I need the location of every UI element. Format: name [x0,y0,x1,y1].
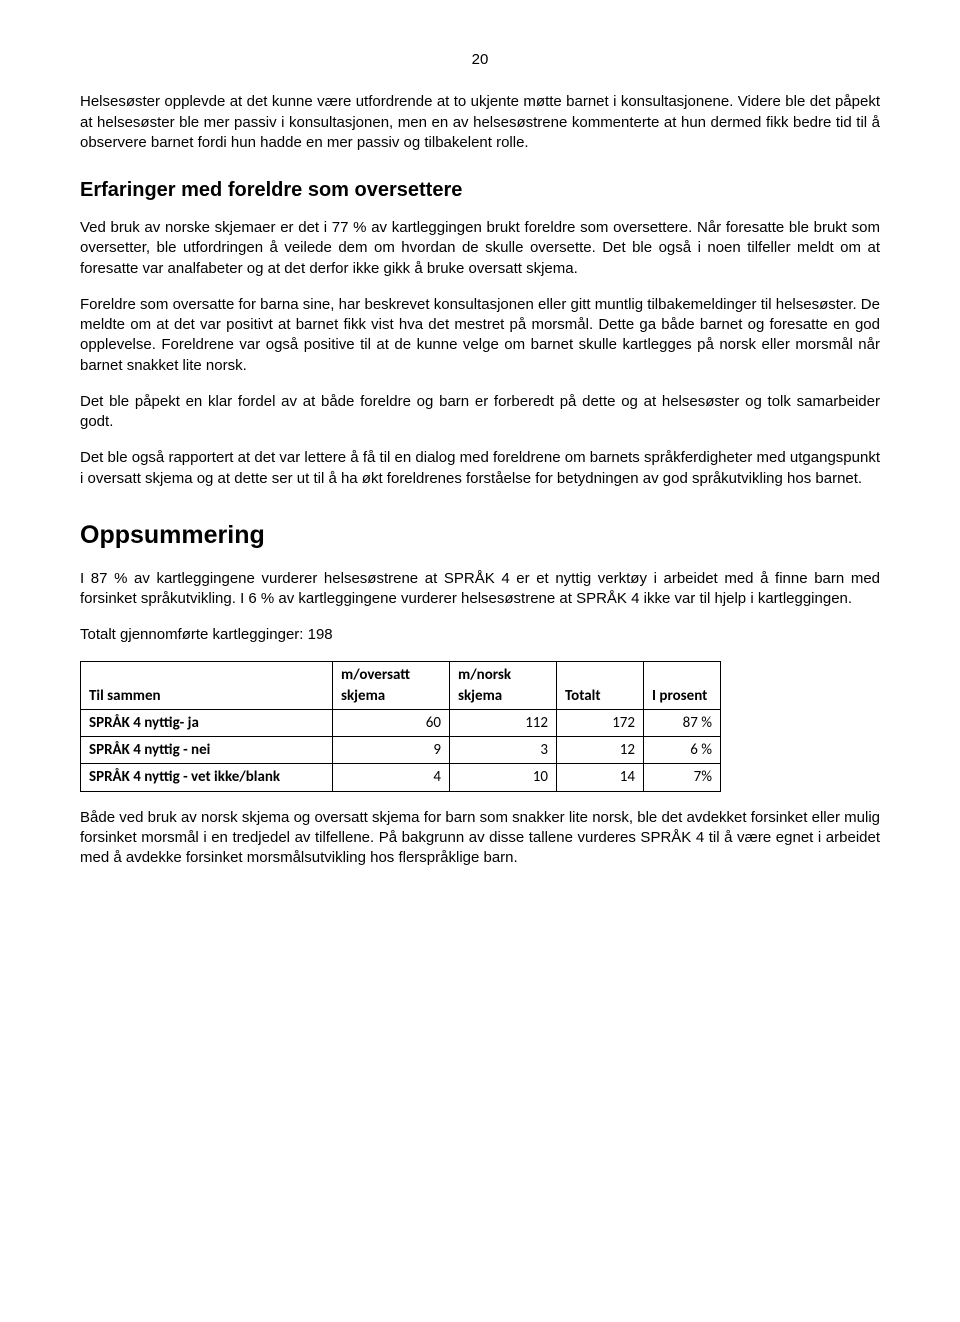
table-cell: 172 [557,709,644,736]
table-cell-label: SPRÅK 4 nyttig - vet ikke/blank [81,764,333,791]
table-cell: 60 [333,709,450,736]
paragraph-7: Totalt gjennomførte kartlegginger: 198 [80,625,880,645]
table-row: SPRÅK 4 nyttig- ja 60 112 172 87 % [81,709,721,736]
table-header-norsk: m/norsk skjema [450,662,557,710]
table-cell: 7% [644,764,721,791]
table-cell: 112 [450,709,557,736]
paragraph-6: I 87 % av kartleggingene vurderer helses… [80,569,880,610]
paragraph-4: Det ble påpekt en klar fordel av at både… [80,392,880,433]
paragraph-8: Både ved bruk av norsk skjema og oversat… [80,808,880,869]
table-cell: 10 [450,764,557,791]
table-cell: 14 [557,764,644,791]
paragraph-3: Foreldre som oversatte for barna sine, h… [80,295,880,376]
page-number: 20 [80,50,880,70]
table-header-oversatt: m/oversatt skjema [333,662,450,710]
table-cell: 3 [450,737,557,764]
table-row: SPRÅK 4 nyttig - vet ikke/blank 4 10 14 … [81,764,721,791]
summary-table: Til sammen m/oversatt skjema m/norsk skj… [80,661,721,791]
heading-erfaringer: Erfaringer med foreldre som oversettere [80,177,880,204]
table-cell: 6 % [644,737,721,764]
paragraph-2: Ved bruk av norske skjemaer er det i 77 … [80,218,880,279]
table-header-totalt: Totalt [557,662,644,710]
paragraph-intro: Helsesøster opplevde at det kunne være u… [80,92,880,153]
table-cell-label: SPRÅK 4 nyttig - nei [81,737,333,764]
table-cell: 9 [333,737,450,764]
table-header-tilsammen: Til sammen [81,662,333,710]
table-cell-label: SPRÅK 4 nyttig- ja [81,709,333,736]
paragraph-5: Det ble også rapportert at det var lette… [80,448,880,489]
table-cell: 4 [333,764,450,791]
table-header-row: Til sammen m/oversatt skjema m/norsk skj… [81,662,721,710]
table-header-prosent: I prosent [644,662,721,710]
table-cell: 87 % [644,709,721,736]
heading-oppsummering: Oppsummering [80,519,880,553]
table-row: SPRÅK 4 nyttig - nei 9 3 12 6 % [81,737,721,764]
table-cell: 12 [557,737,644,764]
